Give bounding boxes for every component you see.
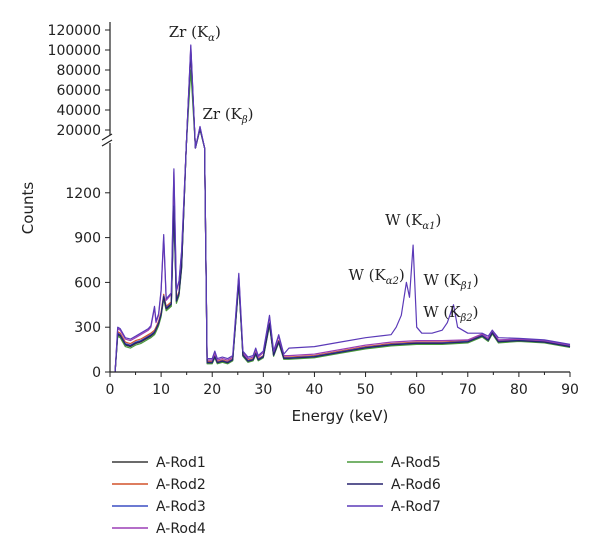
- legend-label: A-Rod3: [156, 499, 206, 515]
- series-line-a-rod6: [114, 51, 571, 373]
- x-tick-label: 70: [459, 382, 477, 398]
- y-tick-label: 40000: [56, 103, 101, 119]
- x-tick-label: 10: [152, 382, 170, 398]
- legend-label: A-Rod1: [156, 455, 206, 471]
- x-tick-label: 60: [408, 382, 426, 398]
- peak-annotation: Zr (Kα): [169, 23, 221, 44]
- peak-annotation: W (Kβ2): [423, 303, 478, 324]
- axis-break-mark-top: [101, 133, 113, 141]
- y-tick-label: 300: [74, 320, 101, 336]
- legend-label: A-Rod7: [391, 499, 441, 515]
- y-tick-label: 20000: [56, 123, 101, 139]
- x-tick-label: 80: [510, 382, 528, 398]
- legend-label: A-Rod6: [391, 477, 441, 493]
- x-tick-label: 50: [357, 382, 375, 398]
- peak-annotation: W (Kβ1): [423, 271, 478, 292]
- series-line-a-rod7: [114, 44, 571, 373]
- series-line-a-rod5: [114, 69, 571, 373]
- peak-annotation: Zr (Kβ): [202, 105, 253, 126]
- y-tick-label: 80000: [56, 63, 101, 79]
- legend-label: A-Rod4: [156, 521, 206, 537]
- x-tick-label: 90: [561, 382, 579, 398]
- x-tick-label: 20: [203, 382, 221, 398]
- x-axis-label: Energy (keV): [292, 407, 389, 425]
- x-tick-label: 40: [306, 382, 324, 398]
- legend-label: A-Rod5: [391, 455, 441, 471]
- y-axis-label: Counts: [19, 182, 37, 235]
- axis-break-mark-bottom: [101, 139, 113, 147]
- x-tick-label: 30: [254, 382, 272, 398]
- y-tick-label: 0: [92, 365, 101, 381]
- y-tick-label: 600: [74, 275, 101, 291]
- y-tick-label: 900: [74, 231, 101, 247]
- legend-label: A-Rod2: [156, 477, 206, 493]
- plot-lines: [96, 44, 571, 373]
- y-tick-label: 120000: [48, 23, 101, 39]
- y-tick-label: 1200: [65, 186, 101, 202]
- legend: A-Rod1 A-Rod2 A-Rod3 A-Rod4 A-Rod5 A-Rod6 A-Ro…: [112, 455, 441, 537]
- peak-annotation: W (Kα2): [348, 266, 404, 287]
- annotations: Zr (Kα) Zr (Kβ) W (Kα1) W (Kα2) W (Kβ1) W (Kβ…: [169, 23, 479, 324]
- y-tick-label: 60000: [56, 83, 101, 99]
- axes: 0 10 20 30 40 50 60 70 80 90030060090012002000040…: [48, 22, 579, 398]
- x-tick-label: 0: [106, 382, 115, 398]
- peak-annotation: W (Kα1): [385, 211, 441, 232]
- y-tick-label: 100000: [48, 43, 101, 59]
